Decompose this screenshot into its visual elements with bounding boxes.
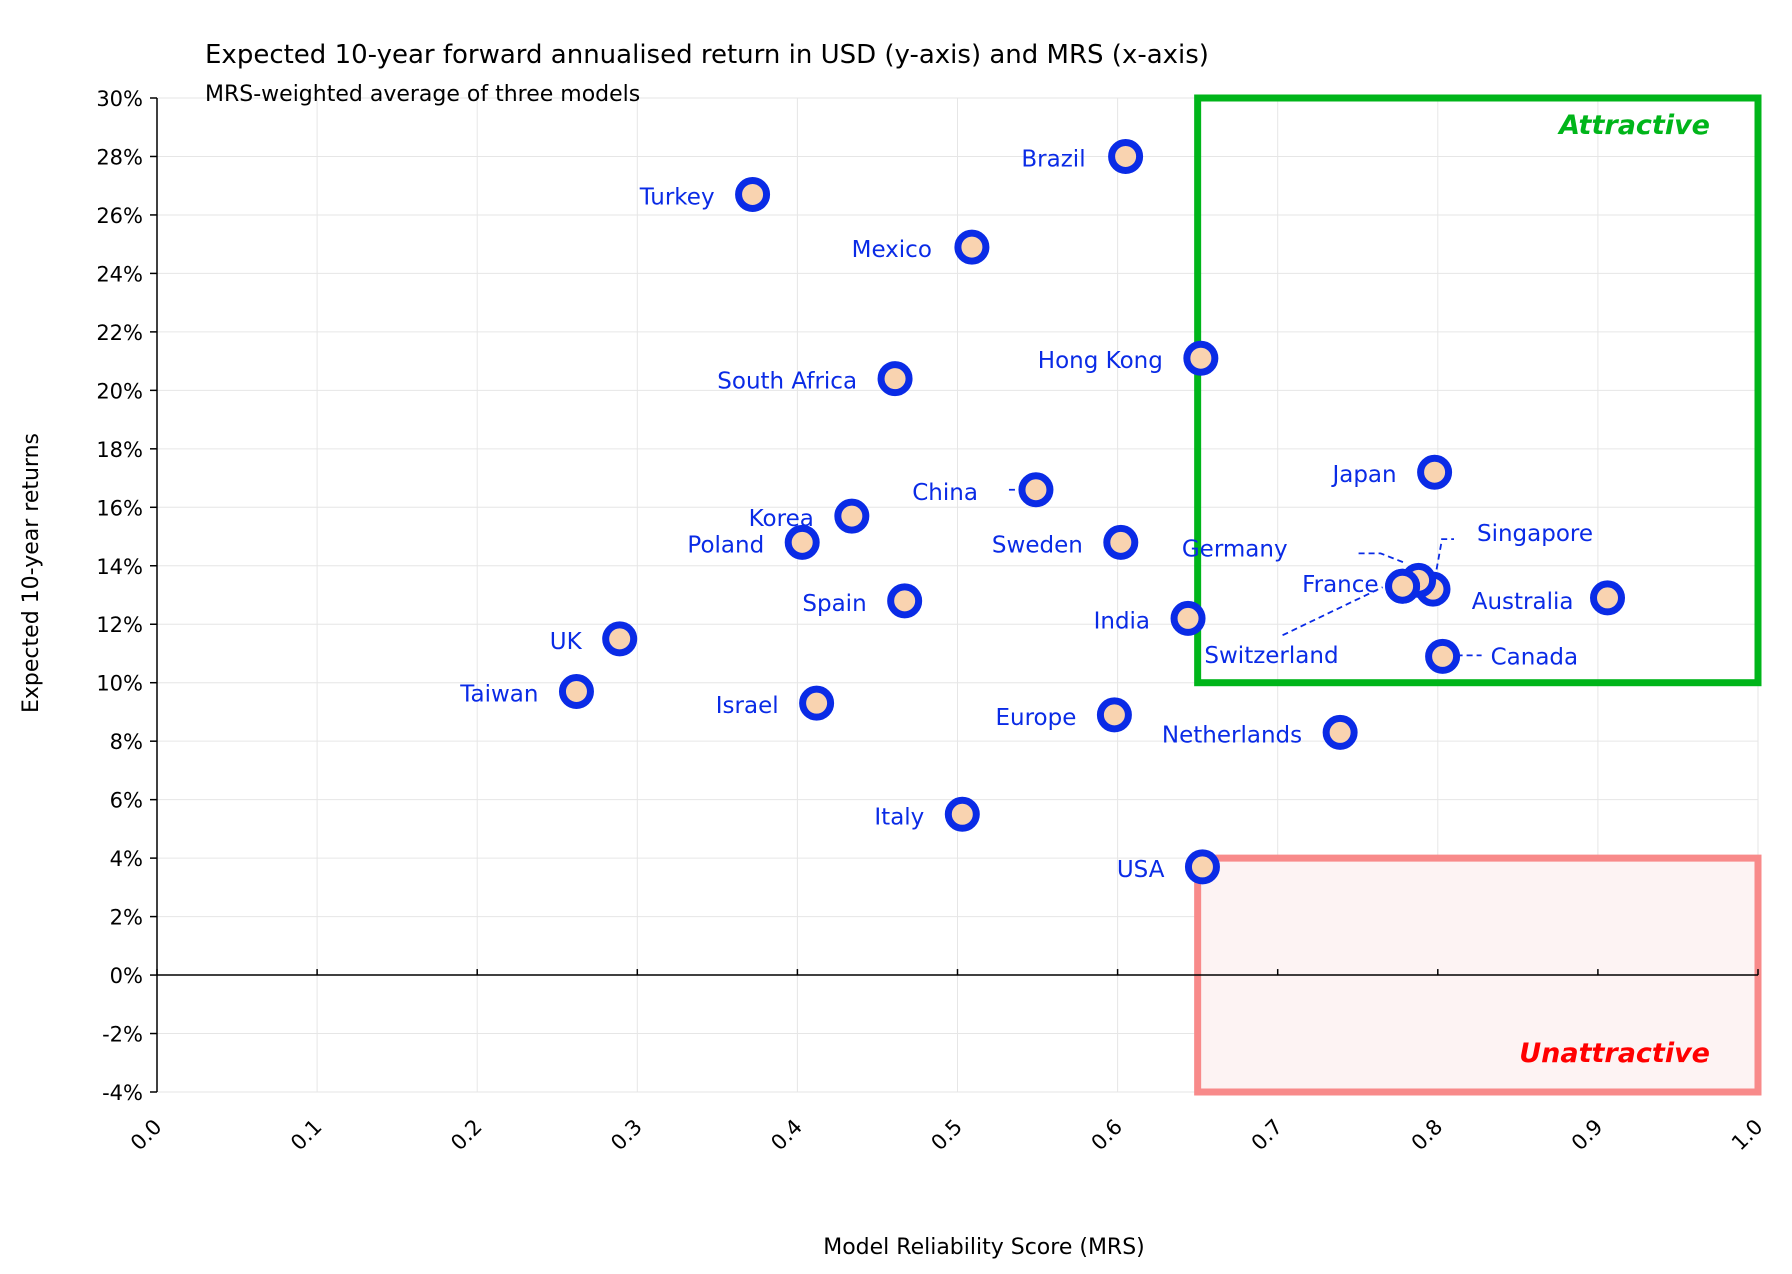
label-japan: Japan xyxy=(1330,462,1396,488)
attractive-zone xyxy=(1194,94,1762,687)
label-singapore: Singapore xyxy=(1477,521,1593,547)
label-india: India xyxy=(1094,608,1150,634)
label-italy: Italy xyxy=(874,804,924,830)
label-netherlands: Netherlands xyxy=(1162,722,1302,748)
label-china: China xyxy=(912,480,978,506)
y-tick-label: 10% xyxy=(96,672,143,696)
label-australia: Australia xyxy=(1472,589,1574,615)
label-uk: UK xyxy=(550,629,583,655)
point-korea xyxy=(834,498,870,534)
point-usa xyxy=(1184,849,1220,885)
label-sweden: Sweden xyxy=(992,532,1083,558)
x-tick-label: 0.2 xyxy=(446,1115,487,1156)
leader-line-singapore xyxy=(1432,538,1454,590)
x-tick-label: 0.8 xyxy=(1407,1115,1448,1156)
point-poland xyxy=(784,524,820,560)
label-switzerland: Switzerland xyxy=(1204,643,1338,669)
label-turkey: Turkey xyxy=(639,184,715,210)
leader-line-switzerland xyxy=(1282,586,1383,637)
y-axis-label: Expected 10-year returns xyxy=(19,433,44,713)
x-axis-label: Model Reliability Score (MRS) xyxy=(823,1235,1145,1260)
point-turkey xyxy=(735,176,771,212)
label-spain: Spain xyxy=(802,591,866,617)
point-spain xyxy=(887,583,923,619)
y-tick-label: 24% xyxy=(96,262,143,286)
label-israel: Israel xyxy=(716,693,779,719)
x-tick-label: 0.3 xyxy=(606,1115,647,1156)
leader-line-germany xyxy=(1358,552,1404,564)
point-switzerland xyxy=(1385,568,1421,604)
point-layer xyxy=(558,138,1626,885)
x-tick-label: 1.0 xyxy=(1727,1115,1768,1156)
x-tick-label: 0.9 xyxy=(1567,1115,1608,1156)
point-india xyxy=(1170,600,1206,636)
y-tick-label: 22% xyxy=(96,321,143,345)
x-tick-label: 0.5 xyxy=(926,1115,967,1156)
y-tick-label: 12% xyxy=(96,613,143,637)
point-japan xyxy=(1417,454,1453,490)
label-usa: USA xyxy=(1117,857,1165,883)
label-layer: Brazil Turkey Mexico Hong Kong South Africa J… xyxy=(459,146,1593,882)
y-tick-label: 14% xyxy=(96,555,143,579)
point-europe xyxy=(1096,697,1132,733)
label-south-africa: South Africa xyxy=(717,369,857,395)
point-taiwan xyxy=(558,673,594,709)
point-netherlands xyxy=(1322,714,1358,750)
point-israel xyxy=(799,685,835,721)
y-tick-label: -2% xyxy=(102,1023,143,1047)
point-sweden xyxy=(1103,524,1139,560)
point-uk xyxy=(602,621,638,657)
point-south-africa xyxy=(877,361,913,397)
label-france: France xyxy=(1302,572,1378,598)
y-tick-label: 16% xyxy=(96,496,143,520)
label-europe: Europe xyxy=(996,705,1077,731)
label-mexico: Mexico xyxy=(852,237,932,263)
x-tick-label: 0.1 xyxy=(286,1115,327,1156)
label-korea: Korea xyxy=(749,506,814,532)
label-poland: Poland xyxy=(687,532,764,558)
y-tick-label: 26% xyxy=(96,204,143,228)
label-hong-kong: Hong Kong xyxy=(1038,348,1163,374)
y-tick-label: 20% xyxy=(96,379,143,403)
point-australia xyxy=(1590,580,1626,616)
y-tick-label: 30% xyxy=(96,87,143,111)
x-tick-label: 0.7 xyxy=(1247,1115,1288,1156)
attractive-zone-label: Attractive xyxy=(1557,110,1710,141)
y-tick-label: 28% xyxy=(96,145,143,169)
point-brazil xyxy=(1108,138,1144,174)
point-italy xyxy=(944,796,980,832)
point-canada xyxy=(1425,638,1461,674)
y-tick-label: 6% xyxy=(110,789,143,813)
y-tick-label: 0% xyxy=(110,964,143,988)
y-tick-label: 18% xyxy=(96,438,143,462)
y-tick-label: 2% xyxy=(110,906,143,930)
x-tick-label: 0.0 xyxy=(126,1115,167,1156)
y-tick-label: -4% xyxy=(102,1081,143,1105)
chart-title: Expected 10-year forward annualised retu… xyxy=(205,40,1209,70)
point-hong-kong xyxy=(1183,340,1219,376)
x-tick-label: 0.6 xyxy=(1087,1115,1128,1156)
y-tick-label: 8% xyxy=(110,730,143,754)
x-tick-label: 0.4 xyxy=(766,1115,807,1156)
label-brazil: Brazil xyxy=(1021,146,1085,172)
y-tick-label: 4% xyxy=(110,847,143,871)
point-mexico xyxy=(954,229,990,265)
label-taiwan: Taiwan xyxy=(459,681,538,707)
label-germany: Germany xyxy=(1182,536,1288,562)
label-canada: Canada xyxy=(1491,644,1579,670)
unattractive-zone-label: Unattractive xyxy=(1519,1038,1710,1069)
chart-subtitle: MRS-weighted average of three models xyxy=(205,82,640,107)
point-china xyxy=(1018,472,1054,508)
